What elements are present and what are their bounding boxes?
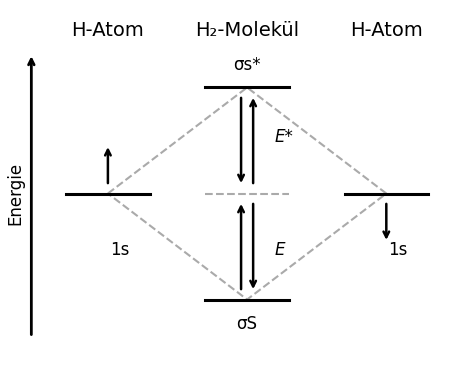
Text: E: E bbox=[275, 241, 285, 259]
Text: E*: E* bbox=[275, 128, 294, 146]
Text: σs*: σs* bbox=[233, 56, 261, 74]
Text: 1s: 1s bbox=[388, 241, 408, 259]
Text: H₂-Molekül: H₂-Molekül bbox=[195, 21, 299, 40]
Text: σS: σS bbox=[237, 315, 257, 333]
Text: Energie: Energie bbox=[6, 162, 24, 225]
Text: H-Atom: H-Atom bbox=[72, 21, 144, 40]
Text: H-Atom: H-Atom bbox=[350, 21, 423, 40]
Text: 1s: 1s bbox=[110, 241, 129, 259]
